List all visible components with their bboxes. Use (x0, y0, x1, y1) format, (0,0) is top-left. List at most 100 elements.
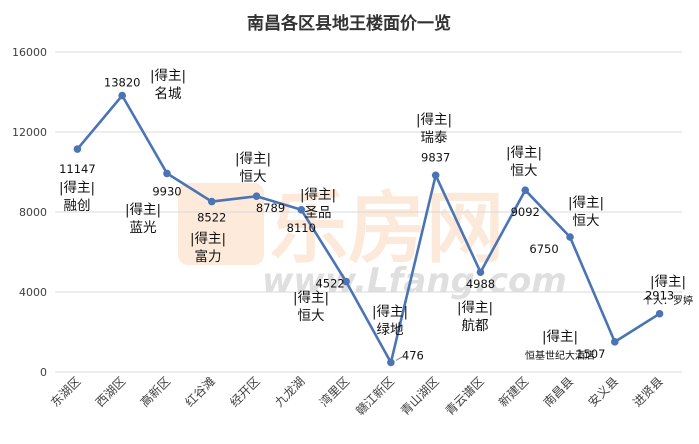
data-label: 13820 (104, 76, 141, 90)
data-point (431, 171, 440, 180)
x-tick-label: 进贤县 (630, 374, 665, 409)
annotation: |得主| 恒基世纪大酒店 (525, 328, 595, 362)
chart-title: 南昌各区县地王楼面价一览 (247, 13, 451, 34)
x-tick-label: 经开区 (227, 374, 262, 409)
y-tick-label: 12000 (12, 126, 47, 139)
data-point (207, 197, 216, 206)
data-label: 2913 (645, 289, 674, 303)
x-tick-label: 西湖区 (92, 374, 128, 410)
annotation-header: |得主| (59, 179, 95, 196)
annotation-header: |得主| (293, 289, 329, 306)
data-point (252, 192, 261, 201)
y-tick-label: 0 (40, 366, 47, 379)
annotation-header: |得主| (300, 186, 336, 203)
x-tick-label: 安义县 (585, 374, 621, 410)
x-tick-label: 南昌县 (540, 374, 576, 410)
annotation: |得主| 瑞泰 (416, 111, 452, 146)
label-leader (395, 356, 404, 361)
annotation-owner: 恒基世纪大酒店 (525, 349, 595, 362)
watermark-cn: 乐房网 (270, 184, 504, 274)
y-tick-label: 16000 (12, 46, 47, 59)
annotation-owner: 恒大 (240, 169, 267, 185)
x-tick-label: 湾里区 (316, 374, 352, 410)
annotation-owner: 航都 (462, 318, 489, 334)
x-tick-label: 九龙湖 (271, 374, 307, 410)
annotation: |得主| 恒大 (568, 194, 604, 229)
data-point (73, 145, 82, 153)
x-tick-label: 赣江新区 (352, 374, 397, 419)
annotation-owner: 圣品 (305, 205, 332, 221)
data-point (342, 277, 350, 286)
annotation: |得主| 恒大 (235, 150, 271, 185)
annotation: |得主| 恒大 (293, 289, 329, 324)
annotation-owner: 富力 (195, 248, 222, 265)
data-label: 6750 (529, 242, 558, 256)
data-points (73, 91, 664, 367)
annotation: |得主| 个人：罗婷 (643, 273, 693, 307)
x-tick-label: 新建区 (495, 374, 531, 410)
y-axis: 0 4000 8000 12000 16000 (12, 46, 47, 379)
data-point (476, 268, 485, 277)
watermark: 乐房网 www.Lfang.com (178, 183, 567, 301)
series-line (76, 94, 661, 364)
annotations: |得主|融创|得主|名城|得主|蓝光|得主|富力|得主|恒大|得主|圣品|得主|… (59, 67, 693, 362)
data-label: 9930 (152, 184, 181, 198)
annotation-owner: 瑞泰 (421, 130, 448, 146)
data-label: 4522 (315, 277, 344, 291)
annotation-header: |得主| (650, 273, 686, 290)
annotation-header: |得主| (190, 230, 226, 247)
x-axis: 东湖区 西湖区 高新区 红谷滩 经开区 九龙湖 湾里区 赣江新区 青山湖区 青云谱区 新建区 南昌县安… (47, 374, 665, 419)
data-label: 11147 (59, 162, 96, 176)
data-point (163, 169, 171, 178)
annotation: |得主| 恒大 (506, 144, 542, 179)
data-label: 476 (402, 348, 424, 362)
data-point (611, 338, 619, 346)
data-label: 8522 (197, 211, 226, 225)
annotation-header: |得主| (150, 67, 186, 84)
annotation: |得主| 名城 (150, 67, 186, 102)
data-label: 9837 (421, 150, 450, 164)
data-label: 1507 (576, 347, 605, 361)
data-point (655, 309, 664, 318)
gridlines (55, 51, 682, 373)
data-point (387, 358, 395, 367)
annotation-header: |得主| (372, 303, 408, 320)
annotation-header: |得主| (457, 299, 493, 316)
annotation: |得主| 航都 (457, 299, 493, 334)
annotation-owner: 融创 (64, 198, 91, 214)
x-tick-label: 高新区 (137, 374, 173, 410)
data-label: 8789 (256, 201, 285, 215)
annotation-header: |得主| (416, 111, 452, 128)
annotation-owner: 恒大 (573, 213, 600, 229)
data-label: 9092 (511, 205, 540, 219)
data-point (118, 91, 126, 100)
annotation: |得主| 蓝光 (125, 201, 161, 236)
y-tick-label: 8000 (19, 206, 47, 219)
annotation-header: |得主| (125, 201, 161, 218)
annotation-owner: 名城 (155, 86, 182, 102)
data-point (297, 206, 306, 214)
annotation-owner: 绿地 (377, 322, 404, 338)
x-tick-label: 红谷滩 (182, 374, 218, 410)
annotation-header: |得主| (542, 328, 578, 345)
x-tick-label: 青山湖区 (397, 374, 442, 419)
data-point (521, 186, 530, 194)
annotation: |得主|富力 (190, 230, 226, 265)
annotation-owner: 蓝光 (130, 220, 157, 236)
annotation-owner: 恒大 (298, 308, 325, 324)
x-tick-label: 东湖区 (47, 374, 83, 410)
annotation-owner: 恒大 (511, 163, 538, 179)
annotation: |得主| 融创 (59, 179, 95, 214)
y-tick-label: 4000 (19, 286, 47, 299)
annotation-header: |得主| (568, 194, 604, 211)
data-point (566, 233, 574, 241)
annotation: |得主| 绿地 (372, 303, 408, 338)
annotation-header: |得主| (506, 144, 542, 161)
annotation: |得主| 圣品 (300, 186, 336, 221)
data-label: 8110 (287, 221, 316, 235)
x-tick-label: 青云谱区 (443, 374, 487, 418)
annotation-header: |得主| (235, 150, 271, 167)
data-label: 4988 (466, 277, 495, 291)
